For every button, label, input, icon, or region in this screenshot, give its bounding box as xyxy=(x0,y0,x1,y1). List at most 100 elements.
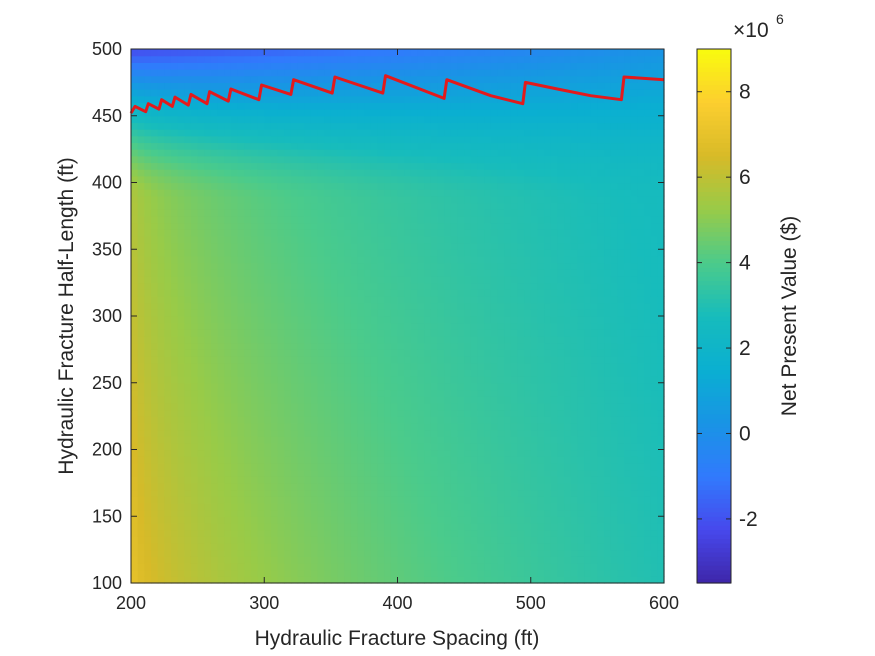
heatmap-cell xyxy=(510,516,519,524)
heatmap-cell xyxy=(244,396,252,404)
heatmap-cell xyxy=(510,249,519,257)
heatmap-cell xyxy=(304,522,312,531)
heatmap-cell xyxy=(244,456,252,464)
heatmap-cell xyxy=(504,215,512,224)
heatmap-cell xyxy=(450,135,459,144)
heatmap-cell xyxy=(304,162,312,170)
heatmap-cell xyxy=(350,409,359,417)
heatmap-cell xyxy=(344,149,352,157)
heatmap-cell xyxy=(264,449,272,457)
heatmap-cell xyxy=(224,529,232,537)
heatmap-cell xyxy=(197,496,205,504)
heatmap-cell xyxy=(364,556,372,564)
heatmap-cell xyxy=(344,569,352,577)
heatmap-cell xyxy=(310,496,319,504)
heatmap-cell xyxy=(430,362,439,370)
heatmap-cell xyxy=(390,562,399,571)
heatmap-cell xyxy=(517,456,525,464)
heatmap-cell xyxy=(170,562,179,571)
heatmap-cell xyxy=(237,469,245,477)
heatmap-cell xyxy=(417,336,425,344)
heatmap-cell xyxy=(350,129,359,137)
heatmap-cell xyxy=(497,282,505,290)
heatmap-cell xyxy=(370,502,379,511)
heatmap-cell xyxy=(437,155,445,164)
heatmap-cell xyxy=(131,509,139,517)
heatmap-cell xyxy=(284,269,292,277)
heatmap-cell xyxy=(364,416,372,424)
heatmap-cell xyxy=(184,389,192,397)
heatmap-cell xyxy=(470,476,479,484)
heatmap-cell xyxy=(504,82,512,90)
heatmap-cell xyxy=(424,95,432,103)
heatmap-cell xyxy=(204,175,212,184)
heatmap-cell xyxy=(544,376,552,384)
heatmap-cell xyxy=(437,529,445,537)
heatmap-cell xyxy=(310,382,319,391)
heatmap-cell xyxy=(544,402,552,411)
heatmap-cell xyxy=(410,195,419,204)
heatmap-cell xyxy=(330,282,339,290)
heatmap-cell xyxy=(150,416,159,424)
heatmap-cell xyxy=(137,302,145,310)
heatmap-cell xyxy=(450,549,459,557)
heatmap-cell xyxy=(177,309,185,317)
heatmap-cell xyxy=(437,469,445,477)
heatmap-cell xyxy=(457,396,465,404)
heatmap-cell xyxy=(170,316,179,324)
heatmap-cell xyxy=(304,302,312,310)
heatmap-cell xyxy=(444,376,452,384)
heatmap-cell xyxy=(530,289,539,297)
heatmap-cell xyxy=(277,322,285,330)
heatmap-cell xyxy=(257,282,265,290)
heatmap-cell xyxy=(437,489,445,497)
heatmap-cell xyxy=(350,369,359,377)
heatmap-cell xyxy=(457,95,465,103)
heatmap-cell xyxy=(530,149,539,157)
heatmap-cell xyxy=(150,269,159,277)
heatmap-cell xyxy=(224,289,232,297)
heatmap-cell xyxy=(337,255,345,264)
heatmap-cell xyxy=(284,289,292,297)
heatmap-cell xyxy=(450,442,459,451)
heatmap-cell xyxy=(197,302,205,310)
heatmap-cell xyxy=(377,456,385,464)
heatmap-cell xyxy=(150,155,159,164)
heatmap-cell xyxy=(297,82,305,90)
heatmap-cell xyxy=(170,549,179,557)
heatmap-cell xyxy=(350,109,359,117)
heatmap-cell xyxy=(490,402,499,411)
heatmap-cell xyxy=(230,349,239,357)
heatmap-cell xyxy=(437,95,445,103)
heatmap-cell xyxy=(324,502,332,511)
heatmap-cell xyxy=(237,409,245,417)
heatmap-cell xyxy=(164,336,172,344)
heatmap-cell xyxy=(397,536,405,544)
heatmap-cell xyxy=(484,509,492,517)
heatmap-cell xyxy=(257,309,265,317)
heatmap-cell xyxy=(170,222,179,230)
heatmap-cell xyxy=(484,135,492,144)
heatmap-cell xyxy=(350,436,359,444)
heatmap-cell xyxy=(250,542,259,551)
heatmap-cell xyxy=(430,416,439,424)
heatmap-cell xyxy=(430,376,439,384)
heatmap-cell xyxy=(237,69,245,77)
heatmap-cell xyxy=(357,349,365,357)
heatmap-cell xyxy=(224,215,232,224)
heatmap-cell xyxy=(350,576,359,584)
heatmap-cell xyxy=(537,282,545,290)
heatmap-cell xyxy=(324,536,332,544)
heatmap-cell xyxy=(464,449,472,457)
heatmap-cell xyxy=(430,282,439,290)
heatmap-cell xyxy=(257,329,265,337)
heatmap-cell xyxy=(444,135,452,144)
heatmap-cell xyxy=(150,522,159,531)
heatmap-cell xyxy=(497,349,505,357)
heatmap-cell xyxy=(244,362,252,370)
heatmap-cell xyxy=(230,482,239,491)
heatmap-cell xyxy=(524,509,532,517)
heatmap-cell xyxy=(530,476,539,484)
heatmap-cell xyxy=(544,396,552,404)
heatmap-cell xyxy=(517,222,525,230)
